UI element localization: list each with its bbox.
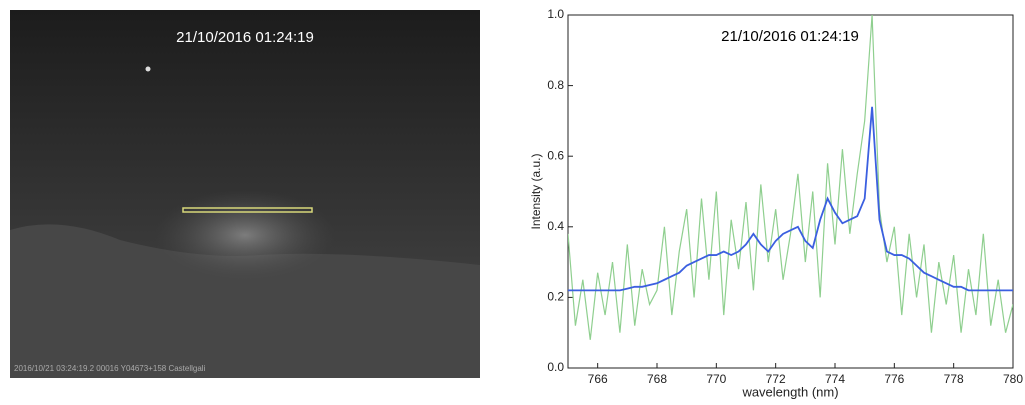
series-line (568, 106, 1013, 292)
spectrum-chart: 0.0 0.2 0.4 0.6 0.8 1.0 766 768 770 772 774 776 778 7… (529, 7, 1023, 399)
frame-timestamp: 21/10/2016 01:24:19 (176, 29, 314, 46)
y-tick-label: 0.4 (547, 219, 564, 233)
camera-frame: 21/10/2016 01:24:19 2016/10/21 03:24:19.… (10, 10, 480, 378)
y-tick-label: 0.6 (547, 148, 564, 162)
annotation: 21/10/2016 01:24:19 (721, 28, 859, 45)
x-tick-label: 780 (1003, 372, 1023, 386)
x-tick-label: 772 (766, 372, 786, 386)
x-tick-label: 776 (884, 372, 904, 386)
star (145, 66, 151, 72)
sprite-glow (155, 190, 335, 280)
series-line (568, 15, 1013, 340)
x-tick-label: 774 (825, 372, 845, 386)
y-tick-label: 0.2 (547, 290, 564, 304)
x-tick-label: 770 (706, 372, 726, 386)
terrain (10, 224, 480, 378)
y-tick-label: 0.8 (547, 78, 564, 92)
x-tick-label: 766 (588, 372, 608, 386)
y-tick-label: 1.0 (547, 7, 564, 21)
frame-footer: 2016/10/21 03:24:19.2 00016 Y04673+158 C… (14, 364, 206, 373)
x-tick-label: 768 (647, 372, 667, 386)
x-axis-label: wavelength (nm) (741, 384, 838, 399)
y-tick-label: 0.0 (547, 360, 564, 374)
slit-box (182, 207, 313, 213)
x-tick-label: 778 (944, 372, 964, 386)
plot-area (567, 14, 1014, 369)
y-axis-label: Intensity (a.u.) (529, 153, 543, 229)
